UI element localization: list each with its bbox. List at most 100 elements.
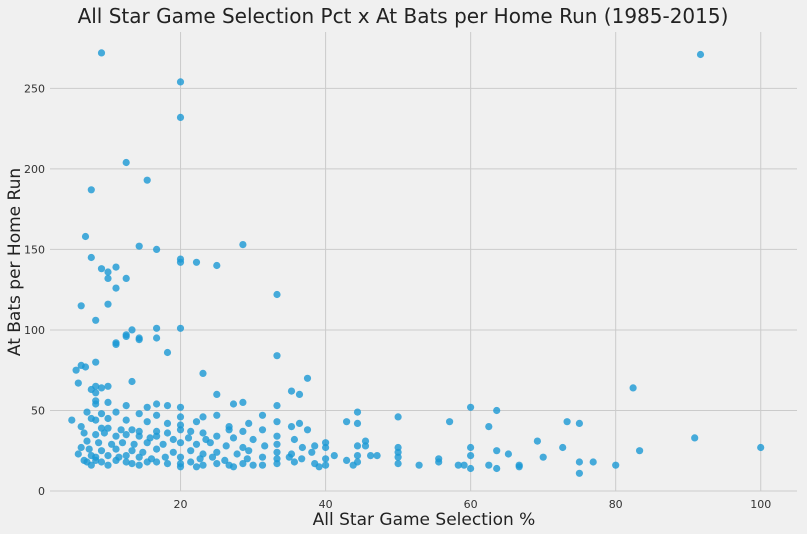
scatter-point	[192, 440, 201, 448]
scatter-point	[122, 416, 130, 424]
scatter-point	[290, 435, 298, 444]
y-tick-label: 100	[24, 324, 45, 337]
scatter-point	[87, 461, 95, 469]
scatter-point	[467, 452, 475, 460]
scatter-point	[143, 439, 151, 447]
scatter-point	[153, 324, 161, 332]
scatter-point	[493, 406, 501, 415]
y-axis-label: At Bats per Home Run	[5, 168, 25, 356]
scatter-point	[97, 458, 106, 466]
scatter-point	[128, 326, 136, 334]
scatter-point	[353, 419, 362, 427]
scatter-point	[176, 453, 185, 461]
scatter-point	[108, 440, 116, 448]
scatter-point	[176, 426, 185, 434]
scatter-point	[245, 447, 253, 455]
scatter-point	[176, 463, 185, 471]
scatter-point	[245, 419, 253, 427]
scatter-point	[135, 453, 143, 461]
scatter-point	[629, 384, 637, 392]
scatter-point	[176, 258, 185, 266]
scatter-point	[221, 456, 229, 464]
scatter-point	[322, 455, 330, 463]
scatter-point	[287, 423, 296, 431]
scatter-point	[330, 452, 338, 460]
x-tick-label: 60	[464, 498, 478, 511]
x-axis-ticks: 20 40 60 80 100	[174, 498, 772, 511]
scatter-point	[112, 340, 120, 348]
scatter-point	[239, 460, 247, 468]
x-tick-label: 100	[750, 498, 771, 511]
scatter-point	[493, 447, 501, 455]
scatter-point	[81, 232, 90, 241]
scatter-point	[258, 453, 267, 461]
scatter-point	[213, 448, 221, 456]
scatter-point	[295, 390, 304, 398]
scatter-point	[454, 461, 462, 469]
scatter-point	[176, 413, 185, 421]
scatter-point	[112, 263, 120, 271]
scatter-point	[83, 408, 91, 416]
scatter-point	[92, 316, 100, 324]
scatter-point	[273, 352, 281, 360]
y-axis-ticks: 0 50 100 150 200 250	[24, 82, 45, 498]
scatter-point	[97, 265, 106, 273]
scatter-point	[112, 432, 120, 440]
scatter-point	[104, 382, 112, 390]
scatter-point	[122, 452, 130, 460]
y-tick-label: 0	[38, 485, 45, 498]
scatter-point	[161, 453, 169, 461]
scatter-point	[135, 432, 143, 440]
scatter-point	[97, 447, 106, 455]
scatter-point	[118, 439, 127, 447]
scatter-point	[112, 445, 120, 453]
x-tick-label: 40	[319, 498, 333, 511]
scatter-point	[74, 450, 82, 458]
scatter-point	[122, 402, 130, 410]
scatter-point	[273, 448, 281, 456]
scatter-point	[163, 348, 172, 357]
scatter-point	[213, 460, 221, 468]
scatter-point	[117, 426, 125, 434]
scatter-point	[83, 437, 91, 445]
scatter-point	[213, 261, 221, 270]
scatter-point	[258, 411, 267, 419]
scatter-point	[485, 461, 493, 469]
scatter-point	[128, 447, 136, 455]
x-axis-label: All Star Game Selection %	[313, 510, 536, 530]
scatter-point	[122, 458, 130, 466]
scatter-point	[612, 461, 620, 469]
scatter-point	[128, 377, 136, 386]
scatter-point	[229, 434, 238, 442]
scatter-point	[446, 418, 454, 426]
scatter-point	[273, 290, 281, 299]
scatter-point	[92, 431, 100, 439]
scatter-point	[153, 411, 161, 419]
scatter-point	[92, 358, 100, 366]
scatter-point	[104, 398, 112, 406]
scatter-points	[68, 49, 765, 477]
scatter-point	[343, 456, 351, 464]
scatter-point	[367, 452, 375, 460]
scatter-point	[261, 442, 269, 450]
scatter-point	[163, 402, 172, 410]
scatter-point	[187, 458, 195, 466]
scatter-point	[135, 461, 143, 469]
scatter-point	[95, 439, 103, 447]
scatter-point	[153, 400, 161, 408]
scatter-point	[192, 258, 201, 266]
scatter-point	[575, 419, 584, 427]
scatter-point	[485, 423, 493, 431]
scatter-point	[239, 241, 247, 249]
scatter-point	[199, 429, 207, 437]
scatter-point	[493, 464, 501, 473]
scatter-point	[213, 390, 221, 398]
x-tick-label: 20	[174, 498, 188, 511]
scatter-point	[589, 458, 597, 466]
scatter-point	[373, 452, 381, 460]
scatter-point	[112, 408, 120, 416]
scatter-point	[92, 456, 100, 464]
grid	[50, 32, 797, 492]
scatter-point	[435, 458, 443, 466]
scatter-point	[199, 369, 207, 377]
